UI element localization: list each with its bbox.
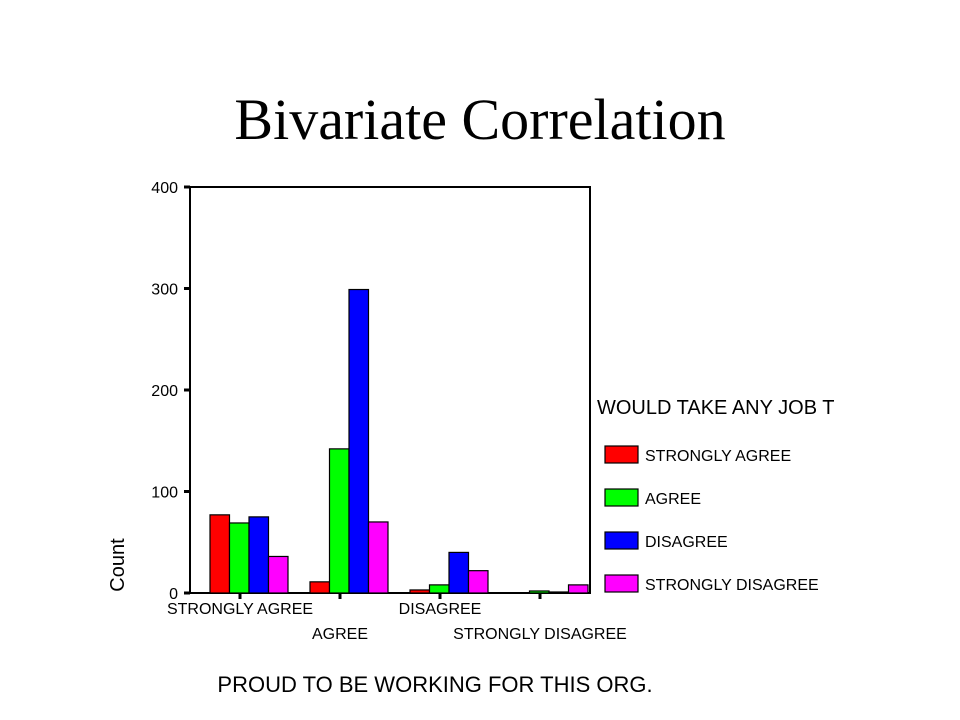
x-tick-label-3: STRONGLY DISAGREE bbox=[453, 626, 627, 643]
y-tick-label-1: 100 bbox=[151, 485, 178, 502]
bar-strongly-agree-disagree bbox=[248, 516, 270, 594]
bar-strongly-disagree-strongly-disagree bbox=[567, 584, 589, 594]
legend-swatch-0 bbox=[604, 445, 639, 464]
bar-strongly-disagree-disagree bbox=[548, 591, 570, 594]
legend-label-2: DISAGREE bbox=[645, 534, 728, 551]
bar-strongly-agree-agree bbox=[228, 522, 250, 594]
legend-swatch-2 bbox=[604, 531, 639, 550]
x-axis-label: PROUD TO BE WORKING FOR THIS ORG. bbox=[217, 672, 652, 697]
bar-disagree-disagree bbox=[448, 551, 470, 594]
y-tick-label-0: 0 bbox=[169, 586, 178, 603]
legend-swatch-3 bbox=[604, 574, 639, 593]
bar-disagree-strongly-agree bbox=[409, 589, 431, 594]
legend-swatch-1 bbox=[604, 488, 639, 507]
bar-agree-strongly-agree bbox=[309, 581, 331, 594]
bar-agree-strongly-disagree bbox=[367, 521, 389, 594]
y-axis-label: Count bbox=[107, 538, 129, 592]
bar-strongly-agree-strongly-disagree bbox=[267, 555, 289, 594]
slide-title: Bivariate Correlation bbox=[234, 87, 726, 152]
legend: WOULD TAKE ANY JOB T STRONGLY AGREE AGREE… bbox=[597, 397, 834, 594]
y-tick-label-4: 400 bbox=[151, 180, 178, 197]
x-tick-label-2: DISAGREE bbox=[399, 601, 482, 618]
legend-label-0: STRONGLY AGREE bbox=[645, 448, 791, 465]
bar-strongly-agree-strongly-agree bbox=[209, 514, 231, 594]
legend-label-3: STRONGLY DISAGREE bbox=[645, 577, 819, 594]
bar-disagree-strongly-disagree bbox=[467, 570, 489, 594]
bar-disagree-agree bbox=[428, 584, 450, 594]
bar-strongly-disagree-agree bbox=[528, 590, 550, 594]
legend-title: WOULD TAKE ANY JOB T bbox=[597, 397, 834, 419]
y-tick-label-3: 300 bbox=[151, 282, 178, 299]
x-tick-label-1: AGREE bbox=[312, 626, 368, 643]
bar-agree-agree bbox=[328, 448, 350, 594]
y-tick-label-2: 200 bbox=[151, 383, 178, 400]
x-tick-label-0: STRONGLY AGREE bbox=[167, 601, 313, 618]
bar-agree-disagree bbox=[348, 288, 370, 594]
legend-label-1: AGREE bbox=[645, 491, 701, 508]
